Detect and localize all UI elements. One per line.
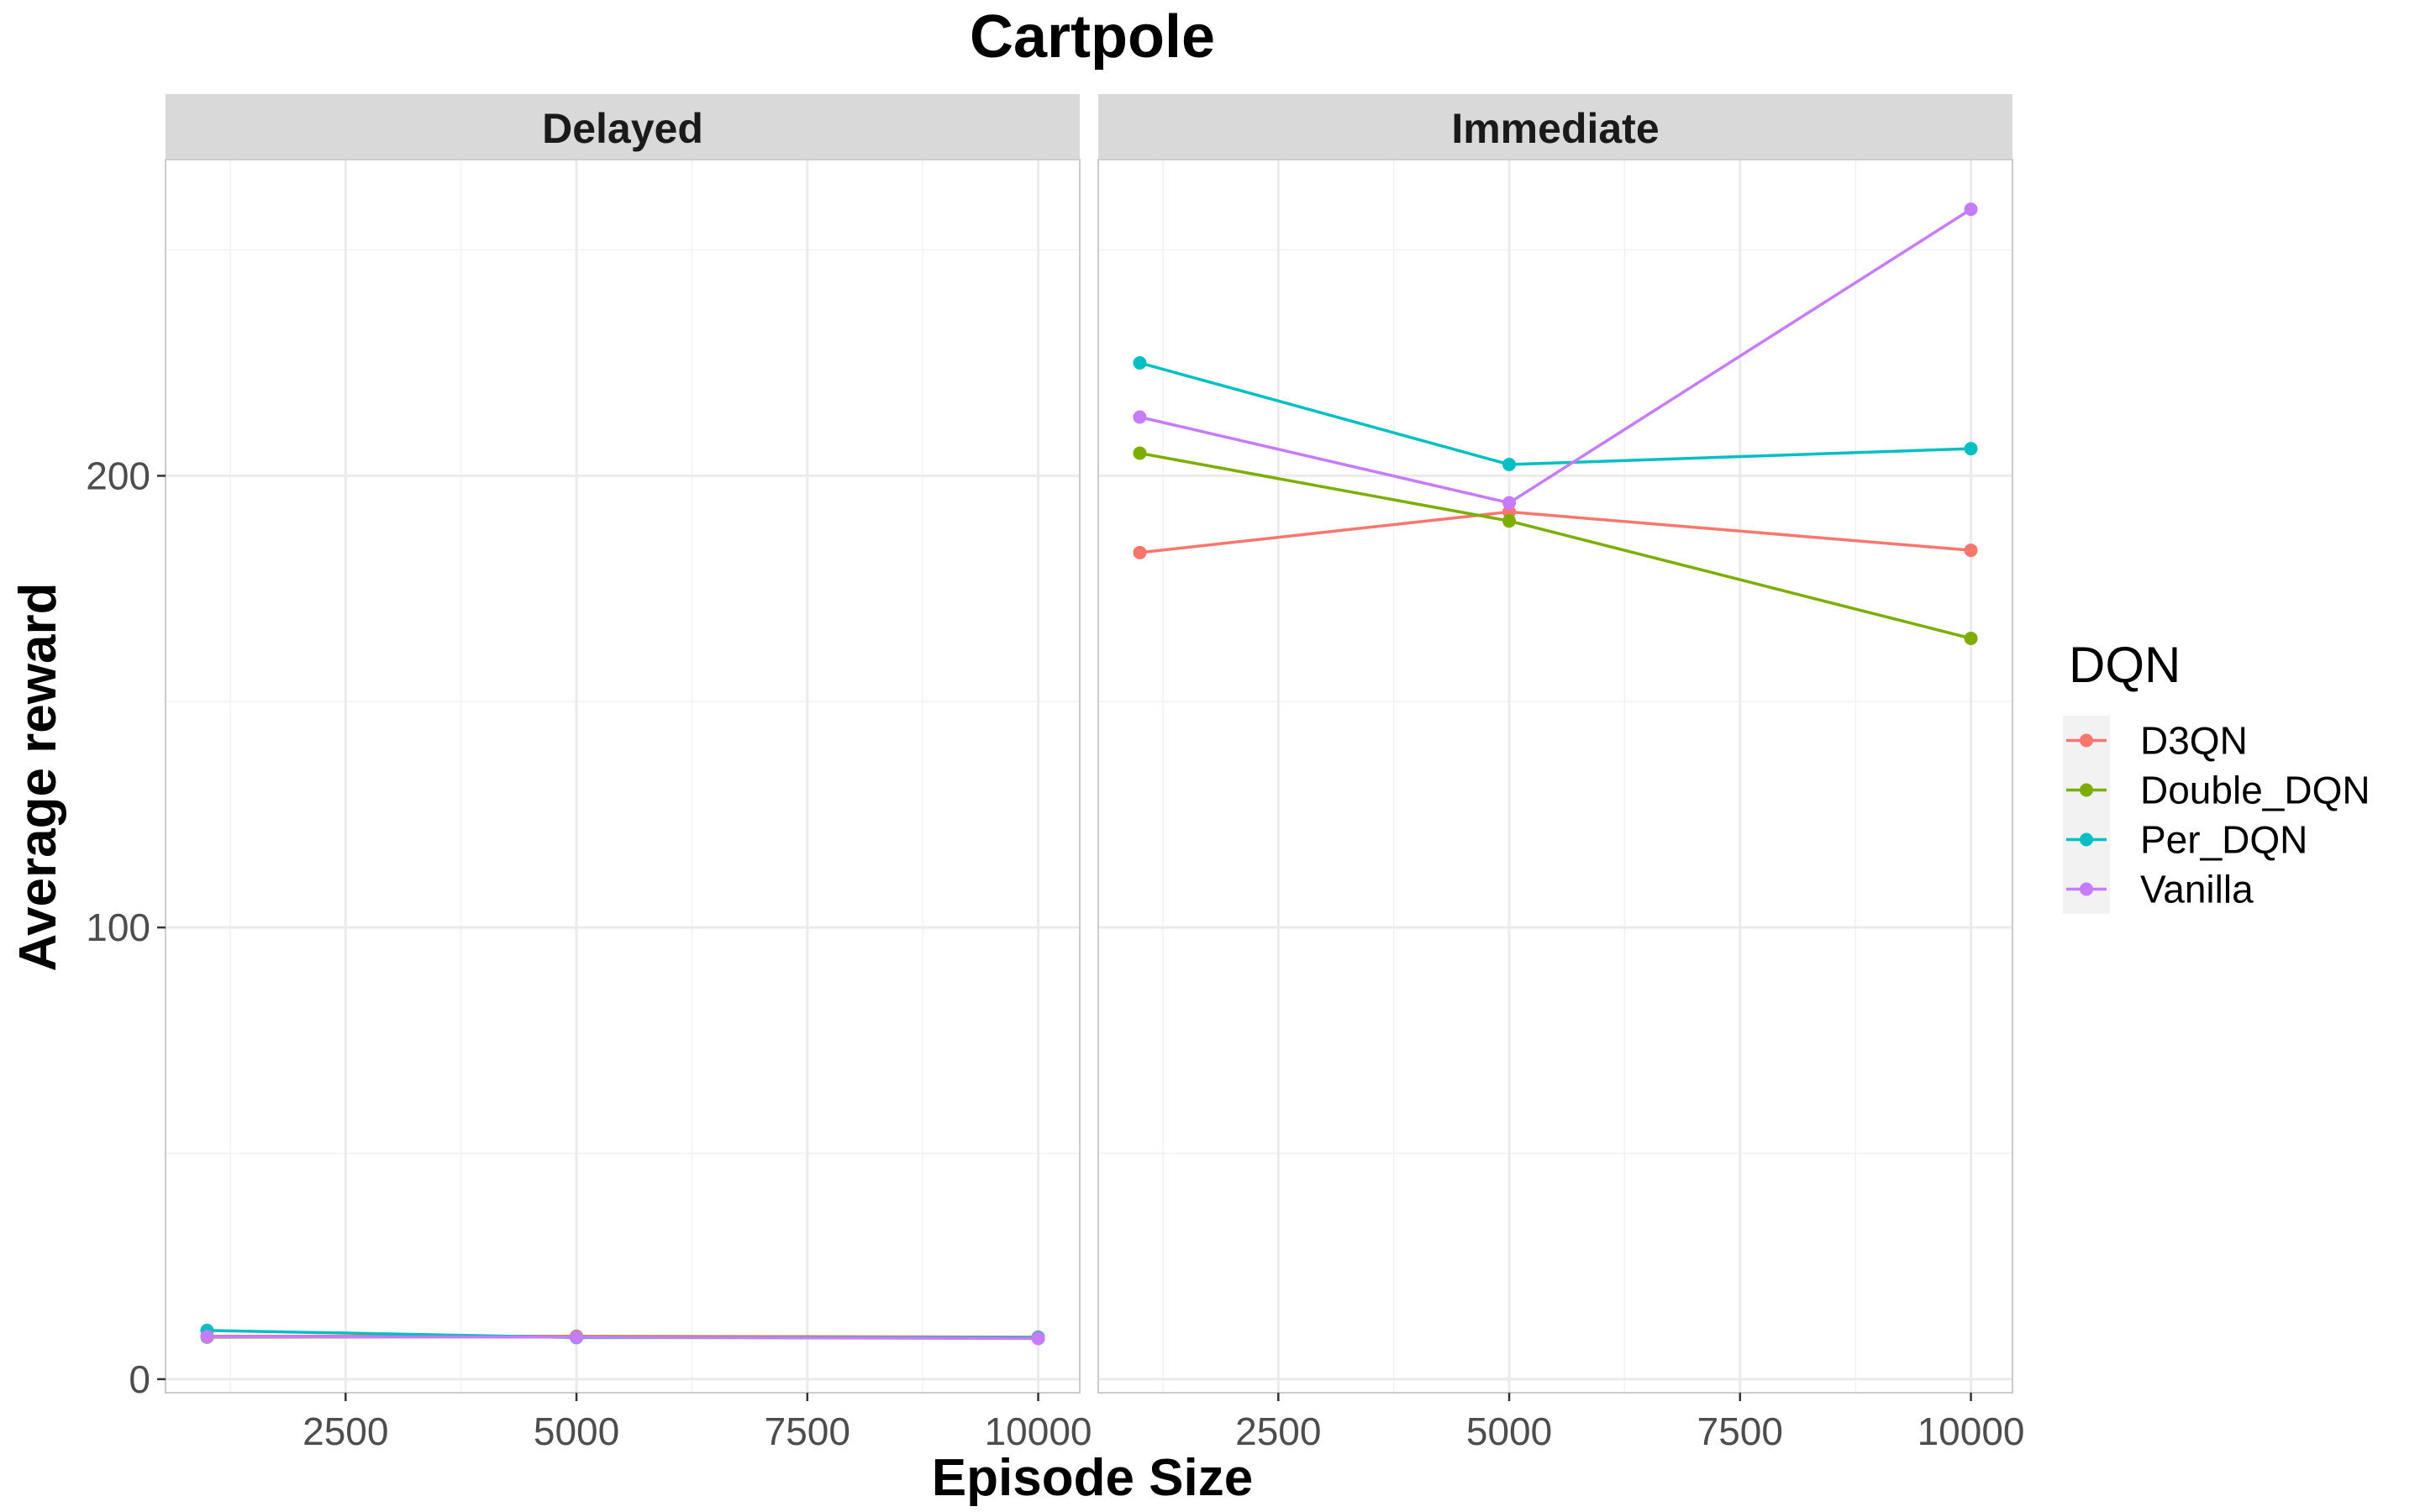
- legend-label-double-dqn: Double_DQN: [2140, 769, 2370, 812]
- legend-label-per-dqn: Per_DQN: [2140, 818, 2307, 862]
- data-point-immediate-double-dqn: [1133, 446, 1147, 460]
- data-point-delayed-vanilla: [1031, 1331, 1045, 1346]
- legend: DQN D3QN Double_DQN Per_DQN Vanilla: [2063, 637, 2370, 914]
- x-tick-label: 10000: [1918, 1410, 2025, 1453]
- data-point-immediate-d3qn: [1964, 543, 1978, 558]
- data-point-immediate-vanilla: [1964, 202, 1978, 217]
- data-point-immediate-double-dqn: [1964, 631, 1978, 645]
- y-tick-label: 200: [86, 454, 150, 497]
- facet-strip-immediate: [1098, 94, 2012, 160]
- x-tick-label: 2500: [1235, 1410, 1321, 1453]
- data-point-immediate-d3qn: [1133, 545, 1147, 559]
- legend-key-point-d3qn: [2080, 733, 2093, 748]
- legend-key-point-vanilla: [2080, 882, 2093, 896]
- data-point-delayed-vanilla: [570, 1330, 584, 1344]
- panel-border-immediate: [1097, 159, 2013, 1394]
- legend-label-vanilla: Vanilla: [2140, 868, 2254, 911]
- y-axis-label: Average reward: [9, 583, 67, 972]
- x-axis-label: Episode Size: [932, 1449, 1253, 1507]
- panel-background-immediate: [1098, 160, 2012, 1393]
- data-point-immediate-per-dqn: [1964, 442, 1978, 456]
- panel-background-delayed: [166, 160, 1080, 1393]
- legend-title: DQN: [2069, 637, 2181, 693]
- facet-label-delayed: Delayed: [542, 105, 703, 152]
- legend-label-d3qn: D3QN: [2140, 719, 2248, 763]
- x-tick-label: 2500: [302, 1410, 388, 1453]
- data-point-immediate-per-dqn: [1502, 457, 1517, 471]
- chart-title: Cartpole: [970, 3, 1215, 71]
- data-point-immediate-vanilla: [1502, 496, 1517, 510]
- y-tick-label: 0: [129, 1357, 150, 1401]
- data-point-immediate-vanilla: [1133, 410, 1147, 424]
- facet-strip-delayed: [166, 94, 1080, 160]
- x-tick-label: 10000: [985, 1410, 1092, 1453]
- legend-key-point-per-dqn: [2080, 832, 2093, 847]
- data-point-immediate-per-dqn: [1133, 355, 1147, 370]
- y-tick-label: 100: [86, 906, 150, 949]
- facet-label-immediate: Immediate: [1451, 105, 1659, 152]
- legend-key-point-double-dqn: [2080, 783, 2093, 797]
- x-tick-label: 5000: [534, 1410, 619, 1453]
- data-point-delayed-vanilla: [200, 1330, 214, 1344]
- x-tick-label: 7500: [1697, 1410, 1783, 1453]
- series-line-delayed-vanilla: [207, 1335, 1039, 1341]
- plot-area: Delayed 2500 5000 7500 10000 Immediate 2500 500…: [86, 94, 2025, 1453]
- panel-border-delayed: [165, 159, 1081, 1394]
- data-point-immediate-double-dqn: [1502, 514, 1517, 528]
- x-tick-label: 5000: [1466, 1410, 1552, 1453]
- x-tick-label: 7500: [765, 1410, 850, 1453]
